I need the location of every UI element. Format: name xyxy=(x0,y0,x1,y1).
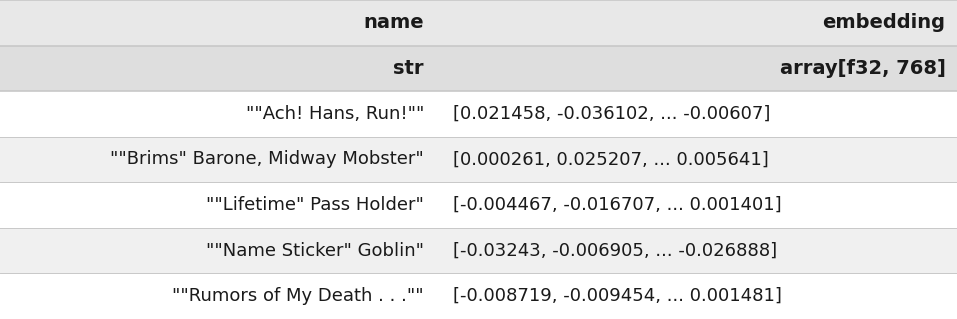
Bar xyxy=(0,182,957,228)
Text: ""Rumors of My Death . . ."": ""Rumors of My Death . . ."" xyxy=(172,287,424,305)
Text: array[f32, 768]: array[f32, 768] xyxy=(780,59,946,78)
Bar xyxy=(0,0,957,46)
Bar xyxy=(0,46,957,91)
Bar xyxy=(0,91,957,137)
Text: ""Ach! Hans, Run!"": ""Ach! Hans, Run!"" xyxy=(246,105,424,123)
Text: str: str xyxy=(393,59,424,78)
Text: [-0.03243, -0.006905, ... -0.026888]: [-0.03243, -0.006905, ... -0.026888] xyxy=(453,242,777,260)
Bar xyxy=(0,228,957,273)
Text: [0.021458, -0.036102, ... -0.00607]: [0.021458, -0.036102, ... -0.00607] xyxy=(453,105,770,123)
Text: name: name xyxy=(364,13,424,32)
Text: ""Name Sticker" Goblin": ""Name Sticker" Goblin" xyxy=(206,242,424,260)
Text: ""Brims" Barone, Midway Mobster": ""Brims" Barone, Midway Mobster" xyxy=(110,151,424,168)
Text: [0.000261, 0.025207, ... 0.005641]: [0.000261, 0.025207, ... 0.005641] xyxy=(453,151,768,168)
Text: [-0.004467, -0.016707, ... 0.001401]: [-0.004467, -0.016707, ... 0.001401] xyxy=(453,196,781,214)
Text: [-0.008719, -0.009454, ... 0.001481]: [-0.008719, -0.009454, ... 0.001481] xyxy=(453,287,782,305)
Bar xyxy=(0,273,957,319)
Bar xyxy=(0,137,957,182)
Text: embedding: embedding xyxy=(822,13,946,32)
Text: ""Lifetime" Pass Holder": ""Lifetime" Pass Holder" xyxy=(206,196,424,214)
